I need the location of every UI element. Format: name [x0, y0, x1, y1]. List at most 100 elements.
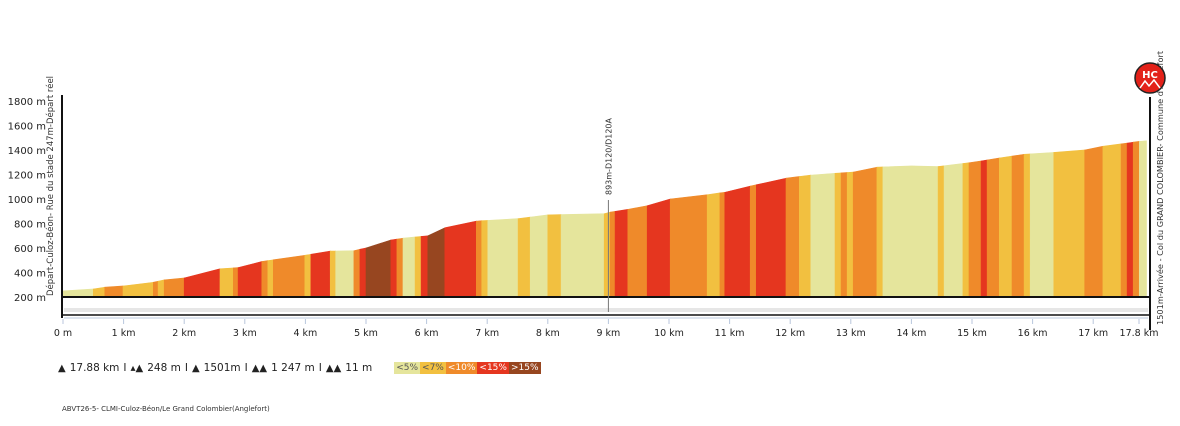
grade-segment	[529, 214, 549, 298]
grade-segment	[183, 268, 221, 298]
x-tick-label: 17 km	[1078, 328, 1108, 339]
grade-segment	[420, 235, 429, 298]
grade-segment	[481, 220, 489, 298]
grade-segment	[785, 176, 800, 298]
grade-segment	[943, 163, 964, 298]
legend-lt7: <7%	[420, 362, 446, 374]
legend-gt15: >15%	[508, 362, 541, 374]
grade-segment	[475, 220, 483, 298]
stat-start-altitude: 248 m	[147, 362, 181, 374]
grade-segment	[237, 261, 263, 298]
grade-segment	[834, 172, 842, 298]
grade-segment	[1138, 140, 1147, 298]
x-tick-label: 1 km	[112, 328, 136, 339]
grade-segment	[444, 220, 477, 298]
y-tick-label: 1200 m	[8, 171, 46, 182]
waypoint-annotation: 893m-D120/D120A	[604, 117, 613, 195]
grade-segment	[840, 172, 848, 298]
grade-segment	[1120, 142, 1128, 298]
grade-segment	[810, 172, 836, 298]
grade-segment	[427, 227, 446, 298]
x-tick-label: 6 km	[415, 328, 439, 339]
distance-icon: ▲	[58, 362, 66, 374]
grade-segment	[603, 211, 611, 298]
grade-segment	[749, 184, 757, 298]
y-tick-label: 200 m	[14, 293, 46, 304]
x-tick-label: 14 km	[896, 328, 926, 339]
grade-segment	[724, 185, 751, 298]
grade-segment	[402, 236, 416, 298]
stat-distance: 17.88 km	[69, 362, 120, 374]
grade-segment	[414, 236, 422, 298]
separator: I	[244, 362, 248, 374]
summit-altitude-icon: ▲	[191, 362, 200, 374]
grade-segment	[329, 250, 336, 298]
grade-segment	[876, 166, 884, 298]
grade-segment	[798, 174, 812, 298]
grade-segment	[163, 277, 185, 298]
grade-segment	[1084, 145, 1104, 298]
mountain-icon	[1139, 78, 1161, 89]
stat-elevation-loss: 11 m	[345, 362, 373, 374]
grade-segment	[609, 211, 616, 298]
y-tick-label: 1000 m	[8, 195, 46, 206]
grade-segment	[968, 160, 982, 298]
grade-segment	[267, 259, 274, 298]
grade-segment	[614, 209, 629, 298]
base-band	[64, 308, 1148, 312]
x-tick-label: 10 km	[654, 328, 684, 339]
grade-segment	[1011, 153, 1025, 298]
stat-end-altitude: 1501m	[203, 362, 241, 374]
grade-segment	[93, 286, 106, 298]
x-tick-label: 9 km	[596, 328, 620, 339]
grade-segment	[272, 254, 306, 298]
grade-segment	[1053, 149, 1086, 298]
grade-segment	[232, 267, 239, 298]
grade-segment	[487, 218, 519, 298]
grade-segment	[396, 237, 404, 298]
y-tick-label: 1800 m	[8, 97, 46, 108]
grade-segment	[852, 166, 878, 298]
grade-segment	[517, 216, 531, 298]
start-altitude-icon: ▴▲	[130, 362, 144, 374]
y-tick-label: 800 m	[14, 220, 46, 231]
x-tick-label: 11 km	[715, 328, 745, 339]
x-tick-label: 13 km	[836, 328, 866, 339]
grade-segment	[157, 279, 165, 298]
grade-segment	[1102, 143, 1122, 298]
grade-segment	[62, 288, 94, 298]
grade-segment	[390, 238, 398, 298]
grade-segment	[980, 159, 988, 298]
grade-segment	[359, 247, 367, 298]
legend-lt15: <15%	[477, 362, 509, 374]
grade-segment	[1126, 141, 1134, 298]
grade-segment	[937, 165, 945, 298]
grade-segment	[335, 250, 355, 298]
x-tick-label: 16 km	[1018, 328, 1048, 339]
grade-segment	[310, 250, 331, 298]
finish-annotation: 1501m-Arrivée - Col du GRAND COLOMBIER- …	[1155, 50, 1165, 325]
grade-segment	[547, 214, 562, 298]
grade-segment	[152, 280, 159, 298]
grade-segment	[104, 285, 124, 298]
y-tick-label: 400 m	[14, 269, 46, 280]
footer-caption: ABVT26-5- CLMI-Culoz-Béon/Le Grand Colom…	[62, 405, 270, 413]
separator: I	[123, 362, 127, 374]
x-tick-label: 0 m	[54, 328, 72, 339]
x-tick-label: 2 km	[172, 328, 196, 339]
y-tick-label: 600 m	[14, 244, 46, 255]
hc-badge-label: HC	[1142, 70, 1158, 81]
separator: I	[184, 362, 188, 374]
grade-legend: <5% <7% <10% <15% >15%	[394, 362, 541, 374]
grade-segment	[365, 239, 392, 298]
grade-segment	[882, 165, 939, 298]
x-tick-label: 8 km	[536, 328, 560, 339]
grade-segment	[1029, 152, 1055, 298]
grade-segment	[669, 194, 708, 298]
grade-segment	[755, 177, 787, 298]
grade-segment	[986, 157, 1000, 298]
grade-segment	[719, 191, 726, 298]
x-tick-label: 15 km	[957, 328, 987, 339]
legend-lt5: <5%	[394, 362, 421, 374]
